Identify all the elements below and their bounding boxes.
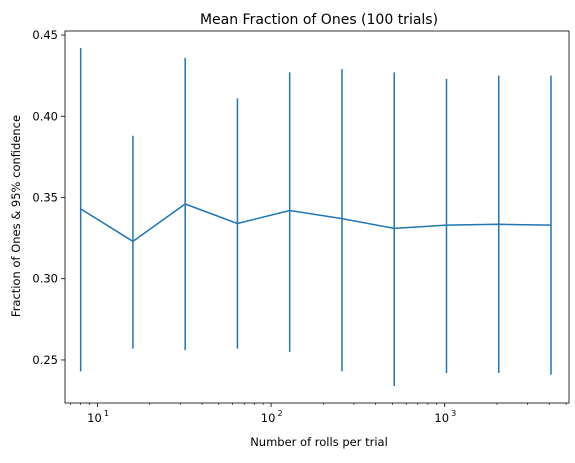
axes-frame xyxy=(64,30,570,404)
y-tick-label: 0.30 xyxy=(32,272,58,286)
y-tick-label: 0.35 xyxy=(32,191,58,205)
y-tick-label: 0.45 xyxy=(32,28,58,42)
series-line xyxy=(80,203,552,243)
x-tick-label: 10 xyxy=(434,411,449,425)
x-tick-exponent: 3 xyxy=(451,409,456,418)
y-axis-label: Fraction of Ones & 95% confidence xyxy=(9,115,23,317)
y-tick-label: 0.40 xyxy=(32,109,58,123)
x-tick-exponent: 1 xyxy=(104,409,109,418)
x-axis-label: Number of rolls per trial xyxy=(250,435,388,449)
x-tick-label: 10 xyxy=(261,411,276,425)
plot-area xyxy=(79,48,552,386)
chart-title: Mean Fraction of Ones (100 trials) xyxy=(200,12,438,28)
x-tick-label: 10 xyxy=(87,411,102,425)
y-tick-label: 0.25 xyxy=(32,353,58,367)
x-tick-exponent: 2 xyxy=(278,409,283,418)
